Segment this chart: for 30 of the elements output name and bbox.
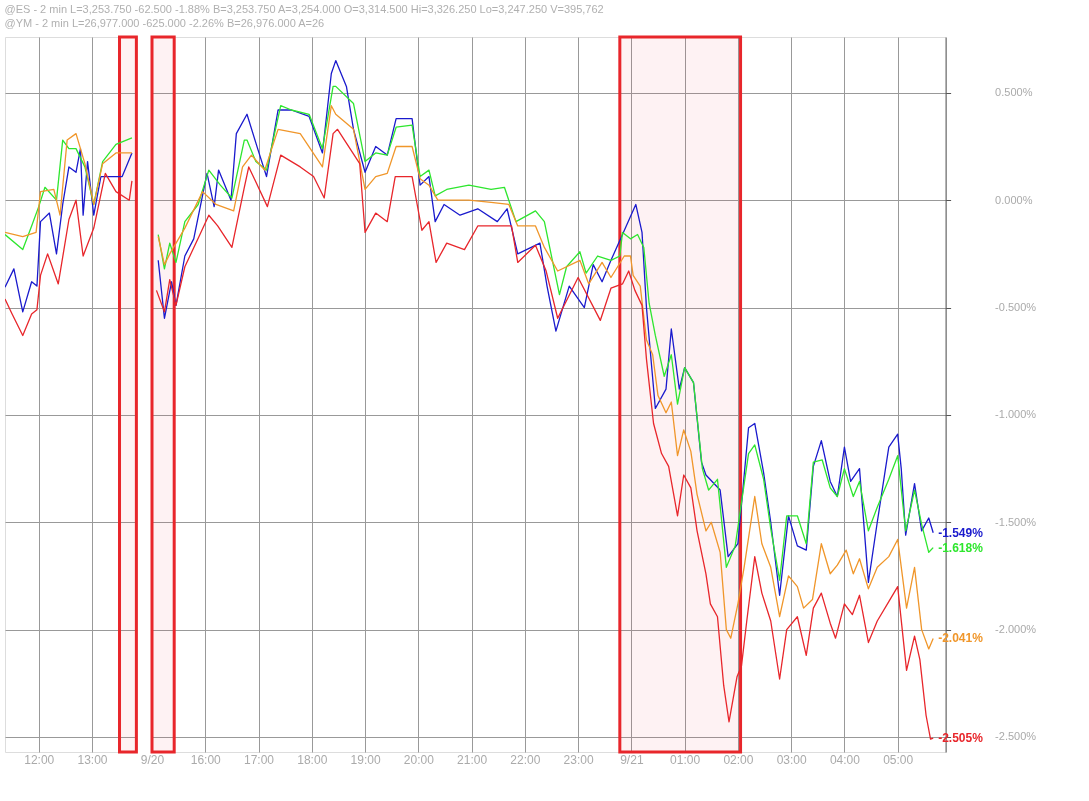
y-tick-label: 0.000% [995,193,1033,206]
x-tick-label: 12:00 [24,752,55,767]
text: @YM - 2 min L=26,977.000 -625.000 -2.26% B=26,976.000 A=26 [4,17,325,29]
x-tick-label: 02:00 [723,752,754,767]
x-tick-label: 05:00 [883,752,914,767]
y-tick-label: -1.500% [995,515,1037,528]
x-tick-label: 04:00 [829,752,861,767]
x-tick-label: 03:00 [776,752,807,767]
x-tick-label: 13:00 [77,752,108,767]
x-tick-label: 17:00 [244,752,275,767]
annotation: -1.618% [938,540,984,555]
x-tick-label: 21:00 [457,752,488,767]
y-tick-label: -0.500% [995,301,1037,314]
y-tick-label: 0.500% [995,86,1033,99]
y-tick-label: -2.500% [995,730,1037,743]
x-tick-label: 18:00 [297,752,328,767]
y-tick-label: -1.000% [995,408,1037,421]
x-tick-label: 23:00 [563,752,594,767]
x-tick-label: 19:00 [350,752,381,767]
x-tick-label: 9/21 [620,752,644,767]
x-tick-label: 01:00 [670,752,701,767]
x-tick-label: 20:00 [403,752,435,767]
x-tick-label: 9/20 [140,752,165,767]
y-tick-label: -2.000% [995,623,1037,636]
text: @ES - 2 min L=3,253.750 -62.500 -1.88% B=3,253.750 A=3,254.000 O=3,314.500 Hi=3,326.250 Lo=3,247.250 V=395,762 [4,3,604,15]
annotation: -1.549% [938,525,984,540]
x-tick-label: 16:00 [190,752,222,767]
annotation: -2.041% [938,631,984,646]
annotation: -2.505% [938,731,984,746]
x-tick-label: 22:00 [510,752,541,767]
